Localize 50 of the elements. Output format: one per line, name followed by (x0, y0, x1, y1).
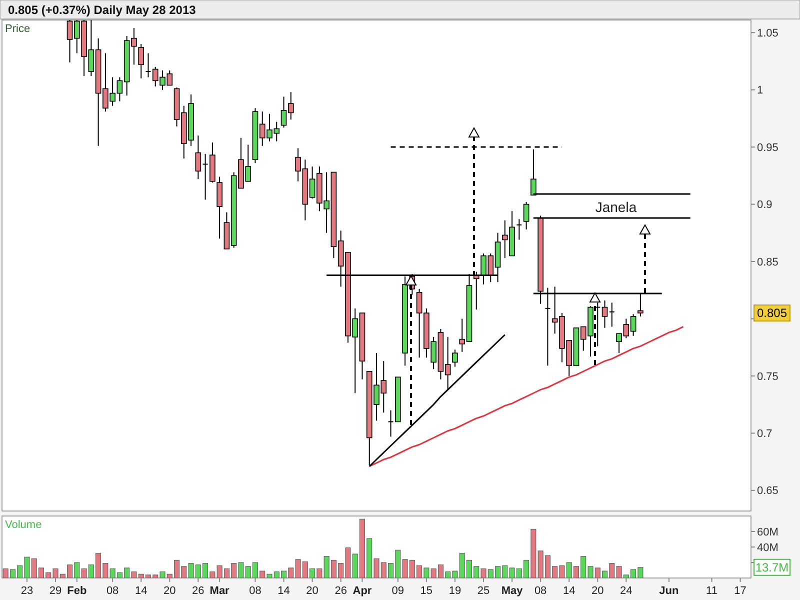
x-tick-label: 14 (134, 585, 148, 597)
x-tick-label: 20 (306, 585, 318, 597)
annotation: Janela (595, 198, 637, 215)
y-tick-label: 0.95 (757, 142, 778, 154)
y-tick-label: 0.85 (757, 256, 778, 268)
chart-title: 0.805 (+0.37%) Daily May 28 2013 (8, 3, 196, 17)
candlestick (609, 302, 614, 328)
text: 13.7M (755, 560, 789, 575)
x-tick-label: Apr (352, 585, 372, 597)
x-tick-label: 15 (420, 585, 433, 597)
y-tick-label: 0.65 (757, 485, 778, 498)
x-tick-label: 26 (334, 585, 347, 597)
x-tick-label: 20 (592, 585, 604, 597)
candlestick (146, 52, 151, 78)
y-tick-label: 40M (757, 542, 778, 554)
x-tick-label: Jun (659, 585, 680, 597)
y-tick-label: 60M (757, 526, 778, 538)
y-tick-label: 0.9 (757, 199, 772, 212)
x-tick-label: 25 (477, 585, 490, 597)
y-tick-label: 0.7 (757, 428, 772, 440)
x-tick-label: 08 (249, 585, 262, 597)
y-tick-label: 0.75 (757, 370, 778, 383)
x-tick-label: May (501, 585, 524, 597)
candlestick (138, 44, 144, 79)
y-axis-title: Volume (5, 519, 42, 531)
candlestick (523, 201, 530, 230)
x-tick-label: Feb (67, 585, 87, 597)
x-tick-label: 24 (620, 585, 632, 597)
x-tick-label: 08 (106, 585, 119, 597)
x-tick-label: 20 (164, 585, 176, 597)
x-tick-label: 23 (20, 585, 34, 597)
candlestick (516, 218, 522, 240)
x-tick-label: 17 (734, 585, 746, 597)
line-series (368, 326, 684, 468)
candlestick (602, 300, 608, 328)
text: 0.805 (756, 306, 788, 320)
x-tick-label: 14 (562, 585, 576, 597)
x-tick-label: 26 (192, 585, 204, 597)
x-tick-label: Mar (210, 585, 230, 597)
x-tick-label: 29 (49, 585, 62, 597)
x-tick-label: 11 (706, 585, 718, 597)
candlestick (195, 135, 202, 180)
x-tick-label: 14 (278, 585, 290, 597)
x-tick-label: 08 (534, 585, 547, 597)
y-axis-title: Price (5, 23, 30, 35)
y-tick-label: 1 (757, 84, 764, 97)
candlestick (452, 349, 458, 368)
x-tick-label: 09 (392, 585, 404, 597)
x-tick-label: 19 (448, 585, 462, 597)
y-tick-label: 1.05 (757, 27, 778, 40)
